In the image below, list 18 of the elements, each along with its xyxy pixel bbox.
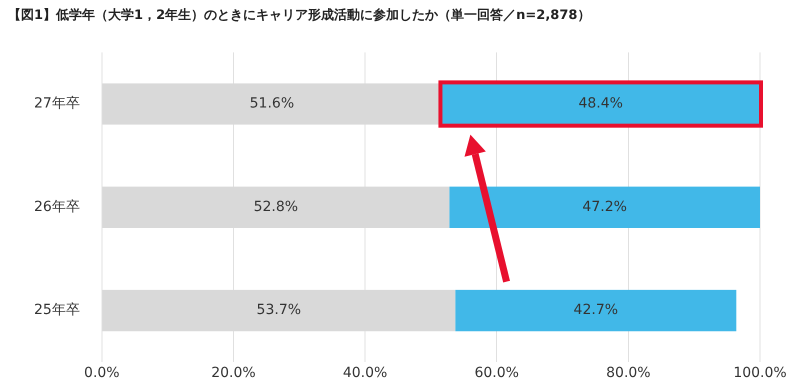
- x-tick-label: 20.0%: [211, 365, 256, 382]
- x-tick-label: 60.0%: [474, 365, 519, 382]
- x-tick-label: 80.0%: [606, 365, 651, 382]
- chart-title: 【図1】低学年（大学1，2年生）のときにキャリア形成活動に参加したか（単一回答／n=2,878）: [8, 7, 590, 24]
- x-tick-label: 40.0%: [342, 365, 388, 382]
- y-tick-label: 26年卒: [34, 198, 80, 215]
- y-tick-label: 27年卒: [34, 96, 80, 112]
- data-label: 48.4%: [578, 96, 623, 112]
- y-tick-label: 25年卒: [34, 302, 80, 318]
- data-label: 51.6%: [250, 96, 294, 112]
- x-tick-label: 100.0%: [733, 365, 787, 382]
- x-tick-label: 0.0%: [84, 365, 120, 382]
- data-label: 42.7%: [574, 302, 618, 318]
- data-label: 53.7%: [256, 302, 302, 318]
- bar: [455, 290, 736, 332]
- bar: [449, 186, 760, 228]
- data-label: 47.2%: [582, 198, 627, 215]
- data-label: 52.8%: [254, 198, 298, 215]
